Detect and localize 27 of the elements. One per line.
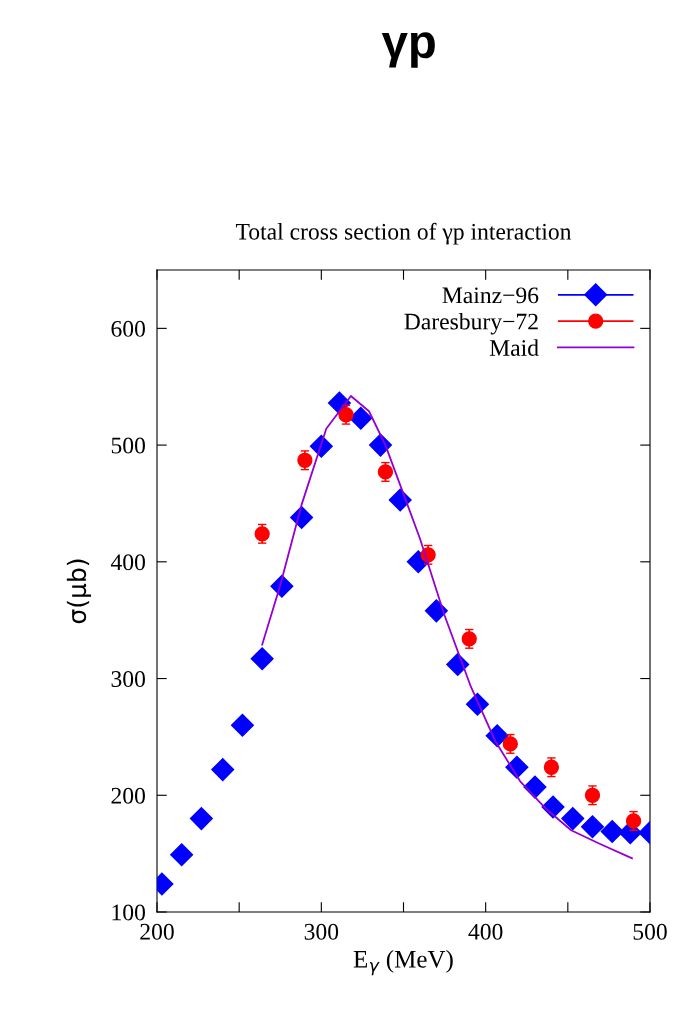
y-tick-label: 600: [111, 320, 145, 337]
x-tick-label: 400: [468, 923, 503, 940]
point: [230, 713, 254, 737]
point: [170, 843, 194, 867]
y-axis-title: σ(μb): [66, 559, 92, 624]
y-tick-label: 300: [111, 671, 145, 687]
point: [189, 807, 213, 831]
x-tick-label: 300: [304, 923, 339, 940]
point: [349, 406, 373, 430]
chart-subtitle: Total cross section of γp interaction: [235, 222, 572, 245]
point: [561, 807, 585, 831]
point: [250, 647, 274, 671]
x-tick-label: 500: [633, 923, 667, 940]
chart-title: γp: [381, 32, 435, 68]
y-tick-label: 100: [112, 904, 145, 921]
y-tick-label: 500: [111, 437, 145, 454]
point: [600, 819, 624, 843]
y-tick-label: 200: [111, 787, 145, 804]
legend-label: Daresbury−72: [404, 312, 538, 335]
point: [211, 758, 235, 782]
x-axis-title: E$_{γ}$ (MeV): [353, 950, 453, 976]
x-tick-label: 200: [140, 923, 174, 940]
point: [424, 599, 448, 623]
legend-label: Maid: [489, 339, 539, 356]
y-tick-label: 400: [110, 554, 145, 571]
legend-label: Mainz−96: [442, 287, 539, 304]
point: [580, 815, 604, 839]
